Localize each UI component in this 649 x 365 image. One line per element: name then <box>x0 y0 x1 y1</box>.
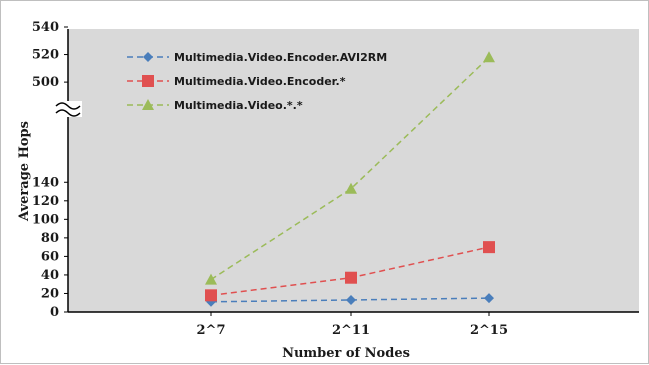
x-tick-label: 2^11 <box>332 323 370 338</box>
series-2 <box>205 241 495 302</box>
legend-label: Multimedia.Video.*.* <box>174 99 303 112</box>
series-3 <box>205 51 495 285</box>
legend-label: Multimedia.Video.Encoder.* <box>174 75 346 88</box>
y-tick-label: 60 <box>41 249 59 264</box>
y-tick-label: 540 <box>32 20 59 35</box>
y-tick-label: 500 <box>32 75 59 90</box>
y-tick-label: 20 <box>41 286 59 301</box>
x-tick-label: 2^15 <box>470 323 508 338</box>
series-line <box>210 56 490 281</box>
data-point <box>483 241 495 254</box>
data-point <box>346 294 356 305</box>
y-tick-label: 0 <box>50 305 59 320</box>
data-point <box>345 182 357 194</box>
x-axis-title: Number of Nodes <box>282 346 410 361</box>
y-tick-label: 100 <box>32 212 59 227</box>
data-point <box>484 293 494 304</box>
legend-label: Multimedia.Video.Encoder.AVI2RM <box>174 51 387 64</box>
y-tick-label: 40 <box>41 268 59 283</box>
legend-entry: Multimedia.Video.*.* <box>127 99 303 112</box>
y-tick-label: 80 <box>41 231 59 246</box>
axis-break-symbol <box>55 101 82 117</box>
y-tick-label: 520 <box>32 48 59 63</box>
legend-marker <box>142 99 154 110</box>
legend-entry: Multimedia.Video.Encoder.AVI2RM <box>127 51 387 64</box>
y-tick-label: 140 <box>32 175 59 190</box>
legend-marker <box>142 75 154 87</box>
y-axis-title: Average Hops <box>17 121 32 222</box>
data-point <box>345 271 357 284</box>
legend-marker <box>143 52 153 62</box>
x-tick-label: 2^7 <box>197 323 226 338</box>
data-point <box>483 51 495 63</box>
legend-entry: Multimedia.Video.Encoder.* <box>127 75 346 88</box>
data-point <box>205 273 217 285</box>
y-tick-label: 120 <box>32 194 59 209</box>
data-point <box>205 289 217 302</box>
plot-area <box>68 29 639 312</box>
